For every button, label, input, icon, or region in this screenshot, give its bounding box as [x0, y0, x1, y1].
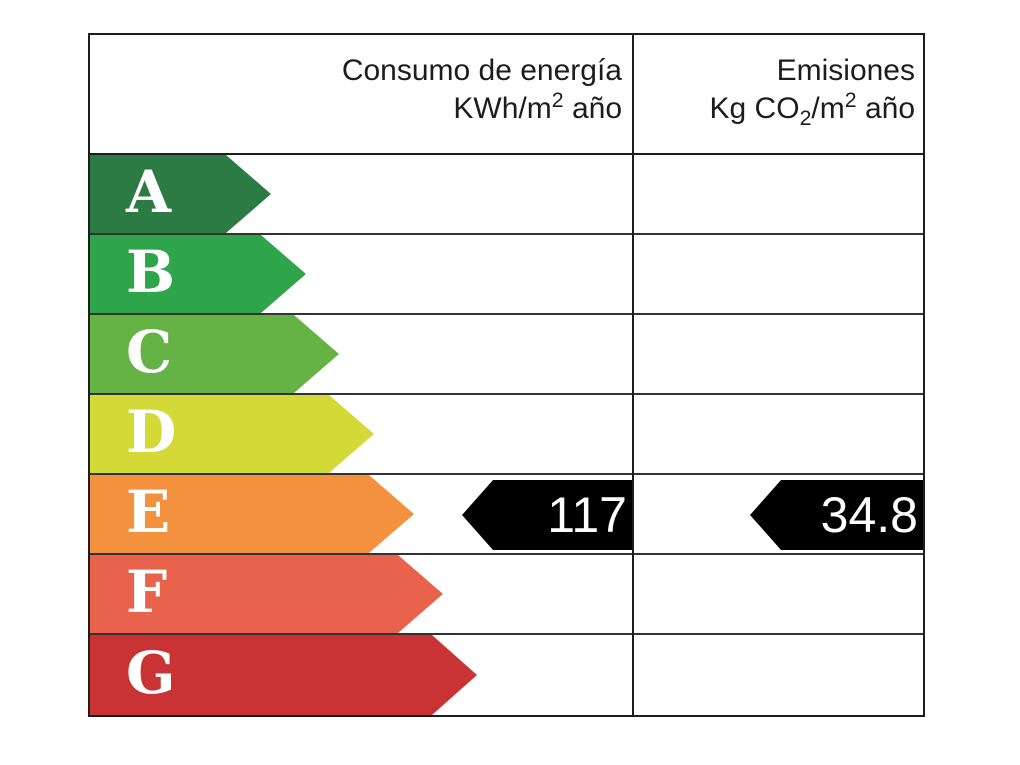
rating-row-a: A — [90, 155, 923, 235]
rating-row-b: B — [90, 235, 923, 315]
rating-arrow-g: G — [90, 635, 477, 715]
rating-letter-b: B — [126, 238, 176, 306]
consumo-title: Consumo de energía — [341, 54, 622, 87]
rating-arrow-c: C — [90, 315, 339, 393]
rating-letter-e: E — [126, 478, 171, 546]
table-header: Consumo de energía KWh/m2 año Emisiones … — [90, 35, 923, 155]
emisiones-value: 34.8 — [820, 487, 918, 543]
rating-row-c: C — [90, 315, 923, 395]
rating-row-f: F — [90, 555, 923, 635]
rating-arrow-f: F — [90, 555, 443, 633]
emisiones-header: Emisiones Kg CO2/m2 año — [632, 35, 923, 153]
emisiones-value-marker: 34.8 — [750, 480, 923, 550]
rating-letter-f: F — [126, 558, 168, 626]
column-divider — [632, 35, 634, 715]
rating-row-d: D — [90, 395, 923, 475]
consumo-unit: KWh/m2 año — [453, 88, 622, 125]
rating-letter-g: G — [126, 639, 176, 707]
rating-row-g: G — [90, 635, 923, 715]
rating-letter-a: A — [126, 158, 172, 226]
emisiones-title: Emisiones — [776, 54, 915, 87]
consumo-value: 117 — [547, 487, 627, 543]
rating-arrow-e: E — [90, 475, 414, 553]
rating-arrow-a: A — [90, 155, 271, 233]
consumo-header: Consumo de energía KWh/m2 año — [90, 35, 632, 153]
energy-rating-table: Consumo de energía KWh/m2 año Emisiones … — [88, 33, 925, 717]
rating-letter-d: D — [126, 398, 177, 466]
rating-arrow-b: B — [90, 235, 306, 313]
emisiones-unit: Kg CO2/m2 año — [709, 88, 915, 130]
consumo-value-marker: 117 — [462, 480, 632, 550]
rating-letter-c: C — [126, 318, 173, 386]
rating-row-e: E 117 34.8 — [90, 475, 923, 555]
rating-arrow-d: D — [90, 395, 374, 473]
